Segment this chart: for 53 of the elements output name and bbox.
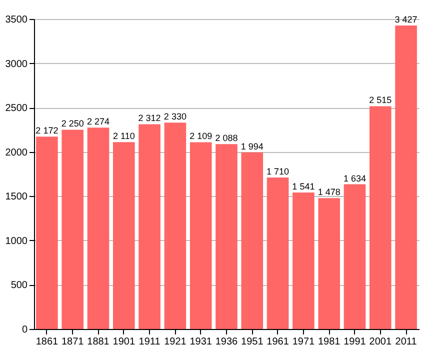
x-tick-label: 1936: [215, 336, 238, 348]
bar: [266, 178, 289, 329]
bar: [369, 106, 392, 329]
bar: [62, 130, 84, 329]
bar: [113, 142, 135, 329]
x-tick-label: 1861: [36, 336, 59, 348]
bar: [292, 192, 314, 329]
x-tick-label: 1991: [344, 336, 366, 348]
x-tick-label: 1951: [241, 336, 264, 348]
x-tick-label: 1961: [266, 336, 290, 348]
y-tick-label: 3000: [5, 58, 28, 70]
text: 2 250: [61, 118, 84, 129]
x-tick-label: 1881: [87, 336, 110, 348]
x-tick-label: 1931: [190, 336, 212, 348]
text: 1 541: [292, 182, 315, 192]
text: 2 088: [215, 133, 238, 144]
x-tick-label: 2001: [369, 336, 392, 348]
text: 2 274: [86, 116, 110, 127]
x-tick-label: 1911: [138, 336, 161, 348]
text: 2 110: [112, 131, 135, 142]
bar: [190, 142, 212, 329]
bar: [318, 198, 340, 329]
x-tick-label: 1871: [61, 336, 84, 348]
text: 2 515: [369, 95, 392, 106]
x-tick-label: 1901: [112, 336, 136, 348]
text: 1 994: [240, 141, 264, 152]
x-tick-label: 1921: [164, 336, 187, 348]
bar: [241, 152, 264, 329]
x-tick-label: 1981: [318, 336, 341, 348]
x-tick-label: 2011: [395, 336, 418, 348]
y-tick-label: 2500: [5, 103, 28, 114]
y-tick-label: 3500: [5, 14, 28, 26]
bar: [87, 128, 110, 329]
text: 1 478: [318, 187, 340, 198]
bar: [138, 124, 160, 329]
text: 1 634: [343, 173, 366, 184]
text: 3 427: [394, 14, 418, 24]
y-tick-label: 1500: [5, 192, 28, 203]
bar: [395, 25, 417, 329]
text: 2 330: [164, 112, 186, 122]
bar: [164, 122, 186, 329]
bar: [344, 184, 366, 329]
text: 2 172: [36, 126, 58, 136]
text: 1 710: [266, 166, 290, 177]
text: 2 312: [138, 113, 161, 124]
y-tick-label: 0: [22, 324, 28, 336]
bar: [36, 136, 58, 329]
x-tick-label: 1971: [292, 336, 316, 348]
y-tick-label: 2000: [5, 147, 28, 158]
text: 2 109: [190, 131, 212, 142]
y-tick-label: 1000: [5, 236, 28, 247]
y-tick-label: 500: [10, 280, 28, 292]
bar: [216, 144, 238, 329]
